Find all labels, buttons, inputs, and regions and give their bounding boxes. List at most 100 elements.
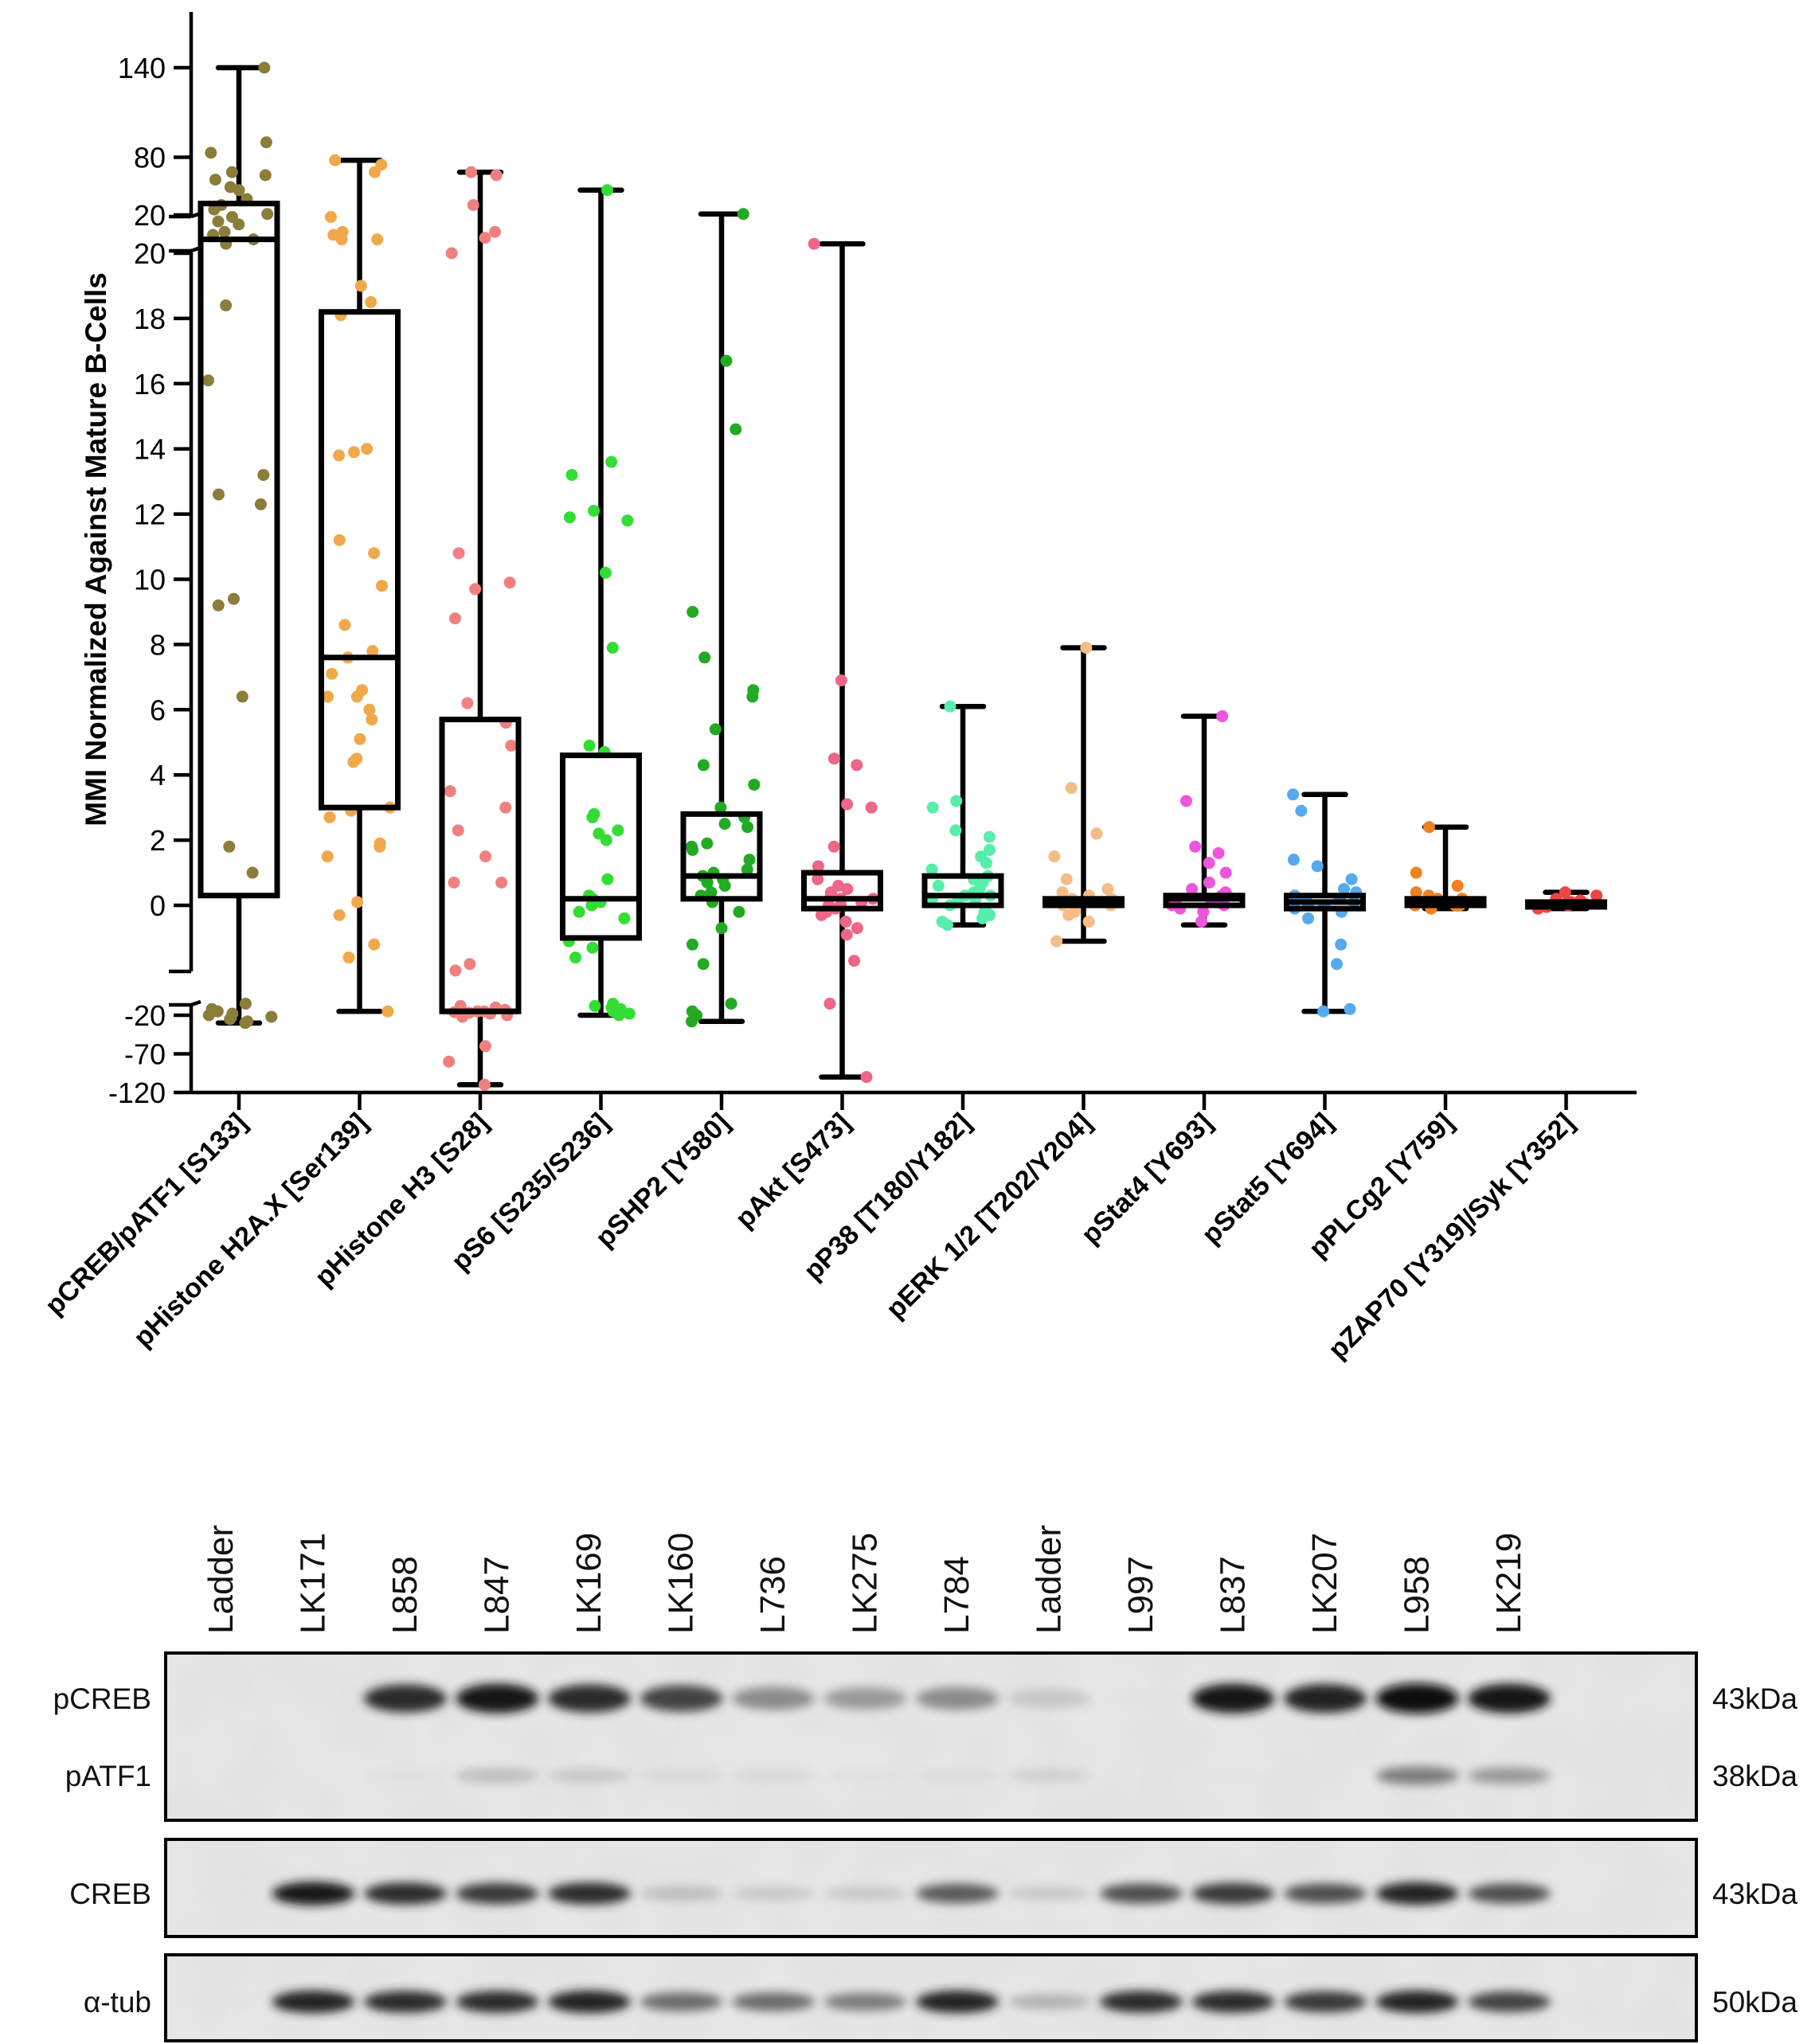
data-point [1338, 883, 1351, 896]
lane-label: Ladder [1030, 1525, 1069, 1634]
blot-band [1375, 1990, 1459, 2014]
blot-band [272, 1990, 355, 2014]
data-point [223, 840, 236, 853]
data-point [333, 909, 346, 921]
series-11 [1404, 821, 1487, 915]
data-point [812, 873, 824, 885]
data-point [601, 873, 614, 885]
y-tick-label: 80 [134, 142, 166, 174]
data-point [227, 592, 240, 605]
series-2 [319, 154, 401, 1018]
data-point [350, 690, 363, 703]
blot-band [456, 1991, 539, 2013]
data-point [980, 857, 992, 870]
data-point [851, 759, 863, 772]
data-point [326, 667, 338, 680]
box-iqr [198, 201, 280, 899]
data-point [479, 850, 492, 863]
blot-band [364, 1991, 447, 2013]
data-point [944, 700, 956, 713]
series-3 [439, 166, 522, 1091]
y-tick-label: 4 [150, 759, 166, 791]
data-point [371, 233, 384, 246]
y-tick-label: -120 [108, 1077, 166, 1109]
data-point [586, 811, 599, 823]
blot-band [640, 1768, 723, 1783]
y-tick-label: 140 [118, 52, 166, 84]
blot-panels: pCREB 43kDa pATF1 38kDa CREB 43kDa α-tub 50kDa [53, 1651, 1797, 2042]
data-point [333, 449, 346, 462]
data-point [848, 955, 861, 967]
data-point [212, 215, 225, 228]
data-point [467, 199, 479, 211]
data-point [464, 958, 476, 971]
data-point [685, 1015, 698, 1028]
y-tick-label: 2 [150, 824, 166, 857]
category-label: pAkt [S473] [730, 1108, 856, 1234]
data-point [338, 619, 351, 631]
data-point [586, 941, 599, 954]
data-point [976, 912, 989, 924]
category-labels: pCREB/pATF1 [S133]pHistone H2A.X [Ser139… [39, 1092, 1580, 1365]
blot-band [916, 1686, 999, 1710]
data-point [1197, 905, 1210, 918]
blot-band [1468, 1883, 1551, 1904]
blot-texture [166, 1653, 1696, 1820]
data-point [741, 821, 754, 834]
data-point [368, 547, 381, 560]
data-point [1090, 827, 1103, 840]
data-point [201, 374, 214, 387]
lane-label: L958 [1398, 1556, 1437, 1634]
blot-band [916, 1883, 999, 1904]
blot-band [823, 1769, 907, 1782]
data-point [718, 879, 731, 892]
data-point [865, 801, 878, 814]
data-point [941, 919, 953, 932]
lane-labels: Ladder LK171 L858 L847 LK169 LK160 L736 LK275 L7… [201, 1525, 1528, 1634]
data-point [612, 1009, 625, 1022]
blot-band [640, 1886, 723, 1901]
data-point [1062, 909, 1075, 921]
data-point [709, 723, 722, 736]
data-point [376, 580, 389, 592]
data-point [697, 958, 710, 971]
category-label: pERK 1/2 [T202/Y204] [880, 1108, 1097, 1325]
data-point [489, 225, 502, 238]
blot-band [1468, 1683, 1551, 1714]
blot-frame [164, 1953, 1698, 2042]
data-point [949, 824, 962, 837]
box-iqr [801, 870, 883, 912]
blot-row-label: pATF1 [65, 1760, 151, 1792]
blot-band [272, 1769, 355, 1782]
data-point [1335, 938, 1348, 951]
data-point [1189, 840, 1202, 853]
y-tick-label: 20 [134, 237, 166, 270]
category-label: pCREB/pATF1 [S133] [39, 1108, 252, 1321]
blot-band [548, 1684, 631, 1713]
data-point [361, 443, 374, 455]
data-point [932, 879, 945, 892]
data-point [259, 169, 272, 182]
data-point [369, 166, 381, 178]
lane-label: L784 [937, 1556, 976, 1634]
data-point [324, 211, 337, 223]
blot-band [916, 1990, 999, 2014]
blot-band [1375, 1683, 1459, 1714]
blot-band [272, 1690, 355, 1707]
data-point [354, 733, 366, 745]
blot-band [732, 1886, 815, 1901]
data-point [1203, 876, 1215, 889]
blot-band [548, 1882, 631, 1905]
data-point [983, 843, 996, 856]
data-point [621, 514, 634, 527]
blot-band [1191, 1882, 1275, 1905]
data-point [365, 295, 377, 308]
blot-band [640, 1992, 723, 2011]
blot-band [732, 1768, 815, 1783]
data-point [490, 169, 503, 182]
data-point [1311, 860, 1324, 873]
data-point [1287, 788, 1300, 801]
series-7 [921, 700, 1004, 932]
chart-series [198, 61, 1607, 1091]
data-point [1195, 915, 1208, 928]
